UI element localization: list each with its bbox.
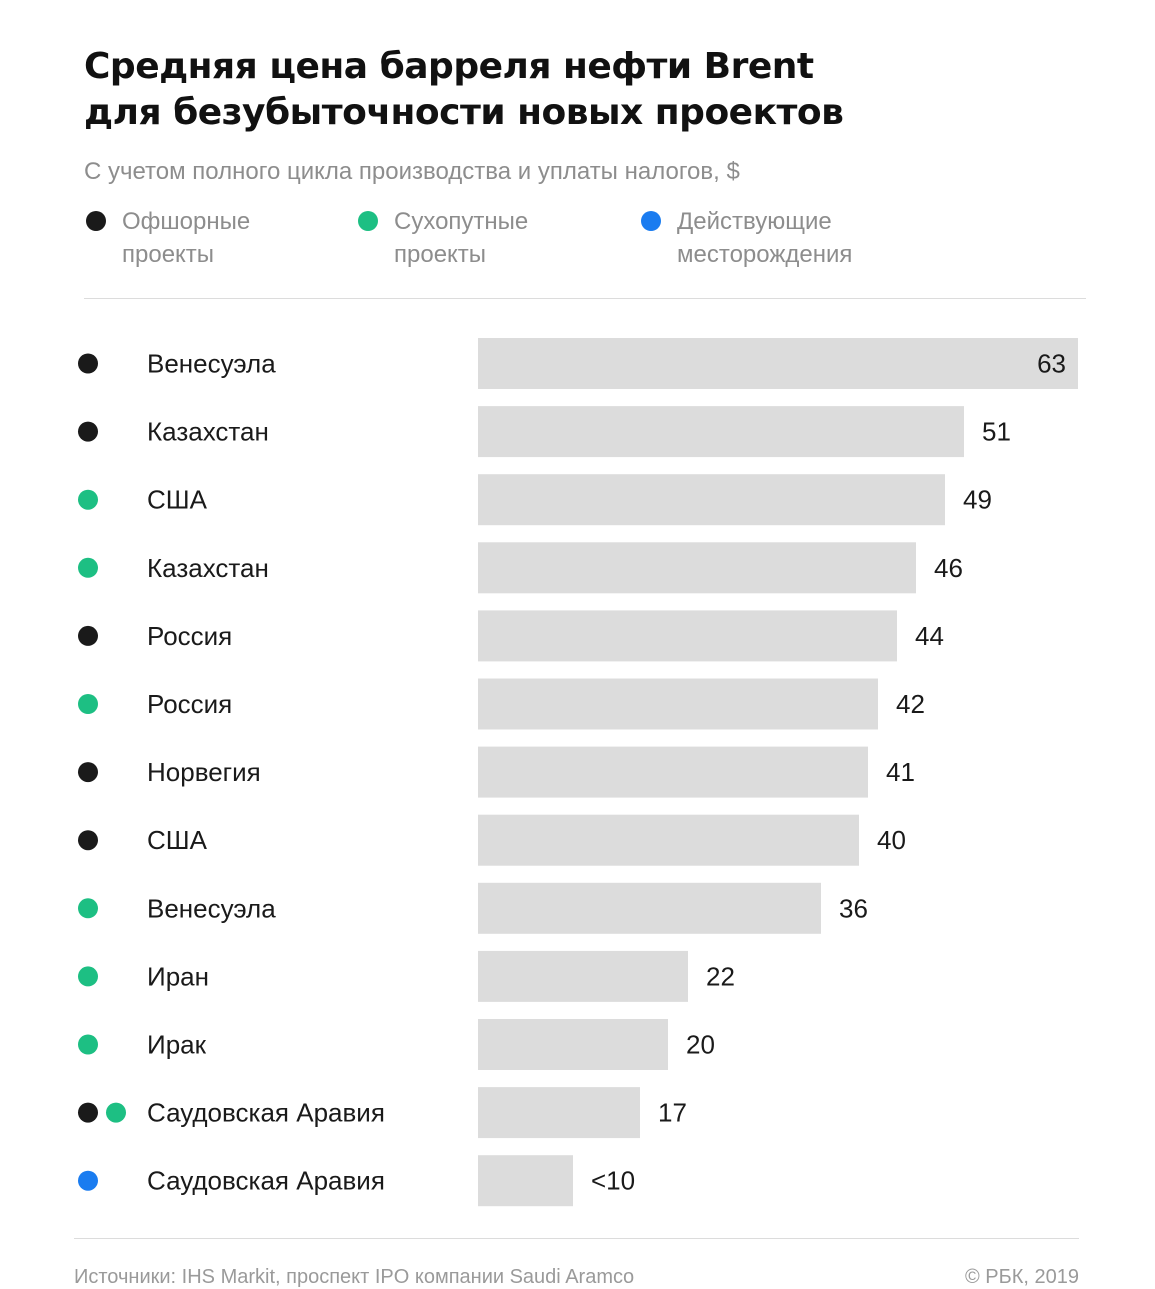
value-label-9: 22: [706, 961, 735, 991]
category-label-1: Казахстан: [147, 417, 269, 447]
chart-title-line-1: Средняя цена барреля нефти Brent: [84, 46, 814, 87]
category-label-9: Иран: [147, 961, 209, 991]
bar-6: [478, 746, 868, 798]
chart-subtitle: С учетом полного цикла производства и уп…: [84, 158, 740, 185]
bar-8: [478, 882, 821, 934]
value-label-11: 17: [658, 1098, 687, 1128]
bar-9: [478, 950, 688, 1002]
footer: Источники: IHS Markit, проспект IPO комп…: [74, 1266, 1079, 1289]
value-label-4: 44: [915, 621, 944, 651]
legend-item-existing: Действующие месторождения: [641, 205, 852, 271]
category-label-8: Венесуэла: [147, 893, 276, 923]
legend-label-offshore-line1: Офшорные: [122, 208, 251, 235]
category-label-0: Венесуэла: [147, 349, 276, 379]
category-dot-offshore-7: [78, 830, 98, 851]
category-dot-onshore-10: [78, 1034, 98, 1055]
bottom-divider: [74, 1238, 1079, 1239]
category-dot-onshore-11: [106, 1102, 126, 1123]
legend-dot-onshore: [358, 211, 378, 231]
category-dot-onshore-3: [78, 557, 98, 578]
category-dot-offshore-6: [78, 762, 98, 783]
top-divider: [84, 298, 1086, 299]
category-dot-onshore-9: [78, 966, 98, 987]
category-dot-offshore-0: [78, 353, 98, 374]
bar-5: [478, 678, 878, 730]
legend-label-existing-line1: Действующие: [677, 208, 832, 235]
category-dot-onshore-8: [78, 898, 98, 919]
chart-title: Средняя цена барреля нефти Brent для без…: [84, 44, 844, 136]
category-label-3: Казахстан: [147, 553, 269, 583]
value-label-10: 20: [686, 1030, 715, 1060]
bar-11: [478, 1087, 640, 1139]
value-label-0: 63: [1037, 349, 1066, 379]
category-label-12: Саудовская Аравия: [147, 1166, 385, 1196]
category-dot-offshore-4: [78, 625, 98, 646]
footer-copyright: © РБК, 2019: [964, 1266, 1079, 1288]
legend-label-onshore-line2: проекты: [394, 241, 487, 268]
legend-dot-offshore: [86, 211, 106, 231]
category-label-4: Россия: [147, 621, 232, 651]
category-label-11: Саудовская Аравия: [147, 1098, 385, 1128]
category-label-10: Ирак: [147, 1030, 207, 1060]
legend-label-offshore-line2: проекты: [122, 241, 215, 268]
bar-12: [478, 1155, 573, 1207]
bar-10: [478, 1019, 668, 1070]
value-label-2: 49: [963, 485, 992, 515]
bar-3: [478, 542, 916, 594]
category-label-6: Норвегия: [147, 757, 261, 787]
legend-label-existing-line2: месторождения: [677, 241, 853, 268]
legend-dot-existing: [641, 211, 661, 231]
bar-4: [478, 610, 897, 662]
bar-7: [478, 814, 859, 866]
legend-item-onshore: Сухопутные проекты: [358, 205, 528, 271]
category-dot-offshore-11: [78, 1102, 98, 1123]
legend-item-offshore: Офшорные проекты: [86, 205, 250, 271]
value-label-1: 51: [982, 417, 1011, 447]
chart-title-line-2: для безубыточности новых проектов: [84, 92, 844, 133]
value-label-3: 46: [934, 553, 963, 583]
category-label-5: Россия: [147, 689, 232, 719]
category-dot-existing-12: [78, 1170, 98, 1191]
value-label-6: 41: [886, 757, 915, 787]
legend-label-onshore-line1: Сухопутные: [394, 208, 529, 235]
category-dot-onshore-5: [78, 694, 98, 714]
bar-2: [478, 474, 945, 526]
category-label-2: США: [147, 485, 208, 515]
value-label-8: 36: [839, 893, 868, 923]
bar-1: [478, 406, 964, 458]
footer-sources: Источники: IHS Markit, проспект IPO комп…: [74, 1266, 635, 1288]
value-label-5: 42: [896, 689, 925, 719]
category-dot-offshore-1: [78, 421, 98, 442]
bar-0: [478, 338, 1078, 389]
value-label-7: 40: [877, 825, 906, 855]
bar-chart: Венесуэла 63 Казахстан 51 США 49 Казахстан 46 Ро…: [78, 338, 1078, 1207]
category-label-7: США: [147, 825, 208, 855]
category-dot-onshore-2: [78, 489, 98, 510]
value-label-12: <10: [591, 1166, 635, 1196]
